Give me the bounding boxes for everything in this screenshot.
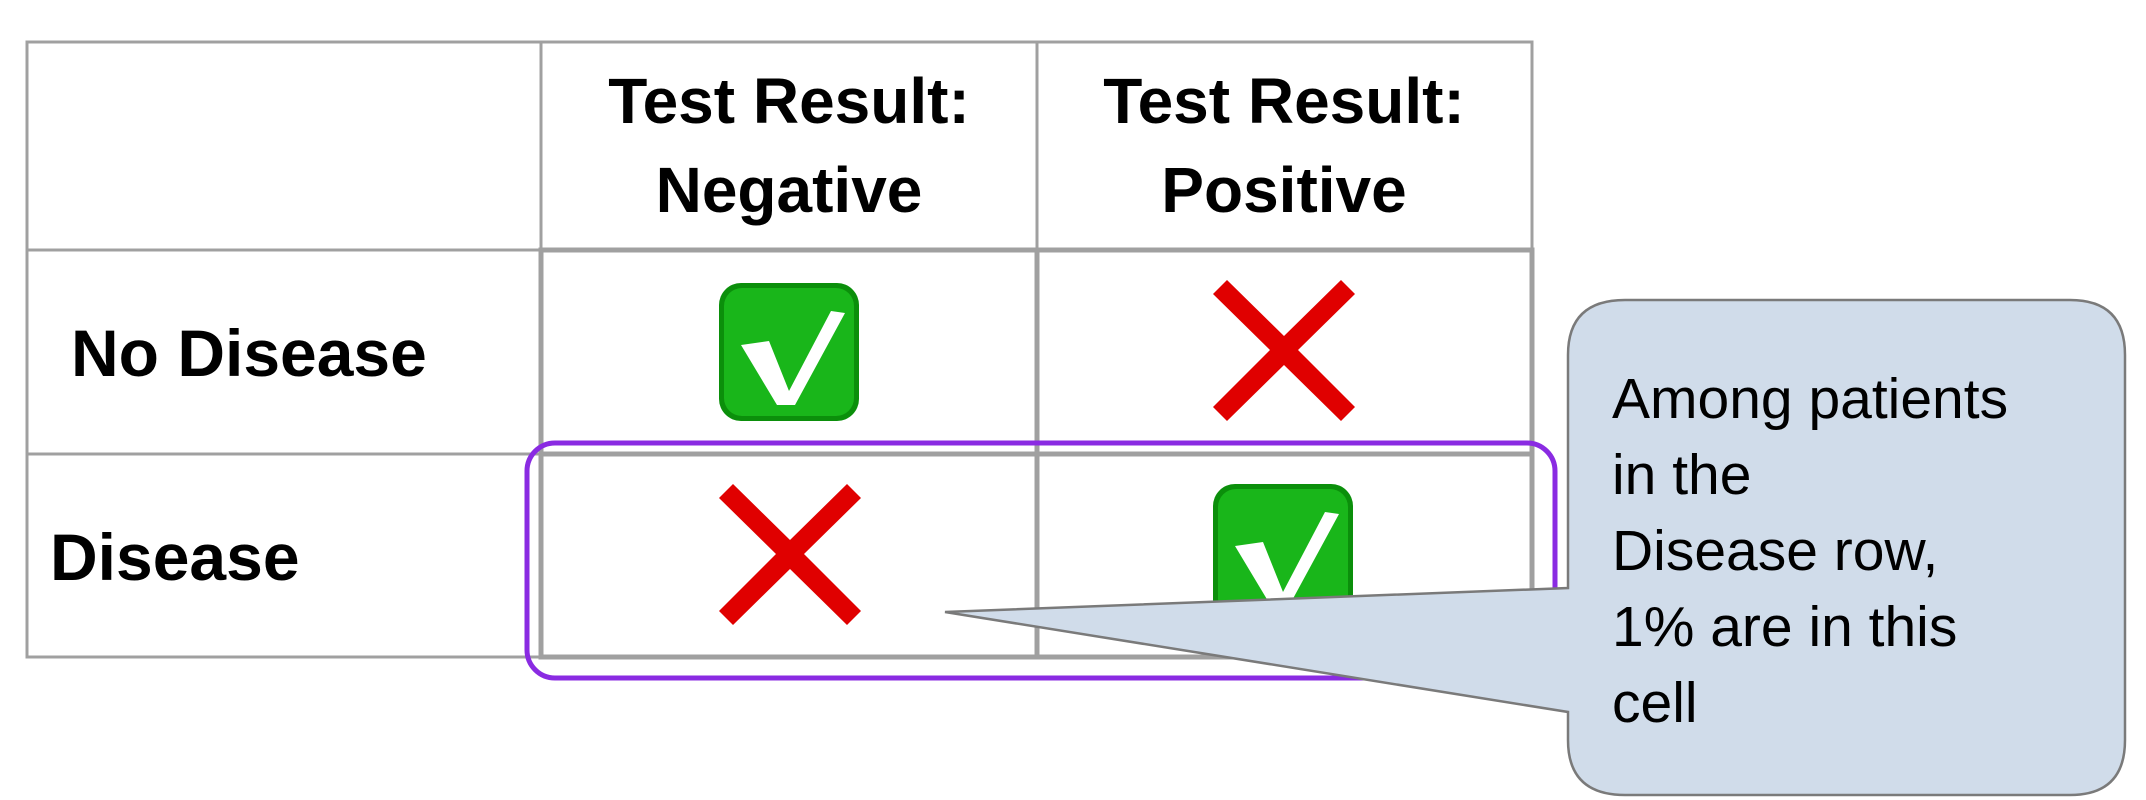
callout-line: Disease row, bbox=[1612, 519, 1938, 583]
row-label-disease: Disease bbox=[50, 520, 300, 594]
column-header-line2: Negative bbox=[656, 154, 923, 226]
row-label-no-disease: No Disease bbox=[71, 316, 427, 390]
disease-row-highlight bbox=[524, 440, 1558, 681]
callout-bubble bbox=[944, 298, 2127, 797]
column-header-line1: Test Result: bbox=[608, 65, 970, 137]
callout-line: Among patients bbox=[1612, 367, 2008, 431]
callout-line: in the bbox=[1612, 443, 1751, 507]
cross-mark-icon bbox=[719, 484, 861, 625]
callout-line: cell bbox=[1612, 671, 1698, 735]
column-header-line2: Positive bbox=[1161, 154, 1406, 226]
column-header-line1: Test Result: bbox=[1103, 65, 1465, 137]
check-mark-icon bbox=[1213, 484, 1353, 622]
cross-mark-icon bbox=[1213, 280, 1355, 421]
callout-text: Among patients in the Disease row, 1% ar… bbox=[1612, 367, 2008, 735]
callout-line: 1% are in this bbox=[1612, 595, 1957, 659]
column-header-positive: Test Result: Positive bbox=[1103, 65, 1465, 226]
check-mark-icon bbox=[719, 283, 859, 421]
column-header-negative: Test Result: Negative bbox=[608, 65, 970, 226]
table-grid bbox=[25, 40, 1535, 660]
